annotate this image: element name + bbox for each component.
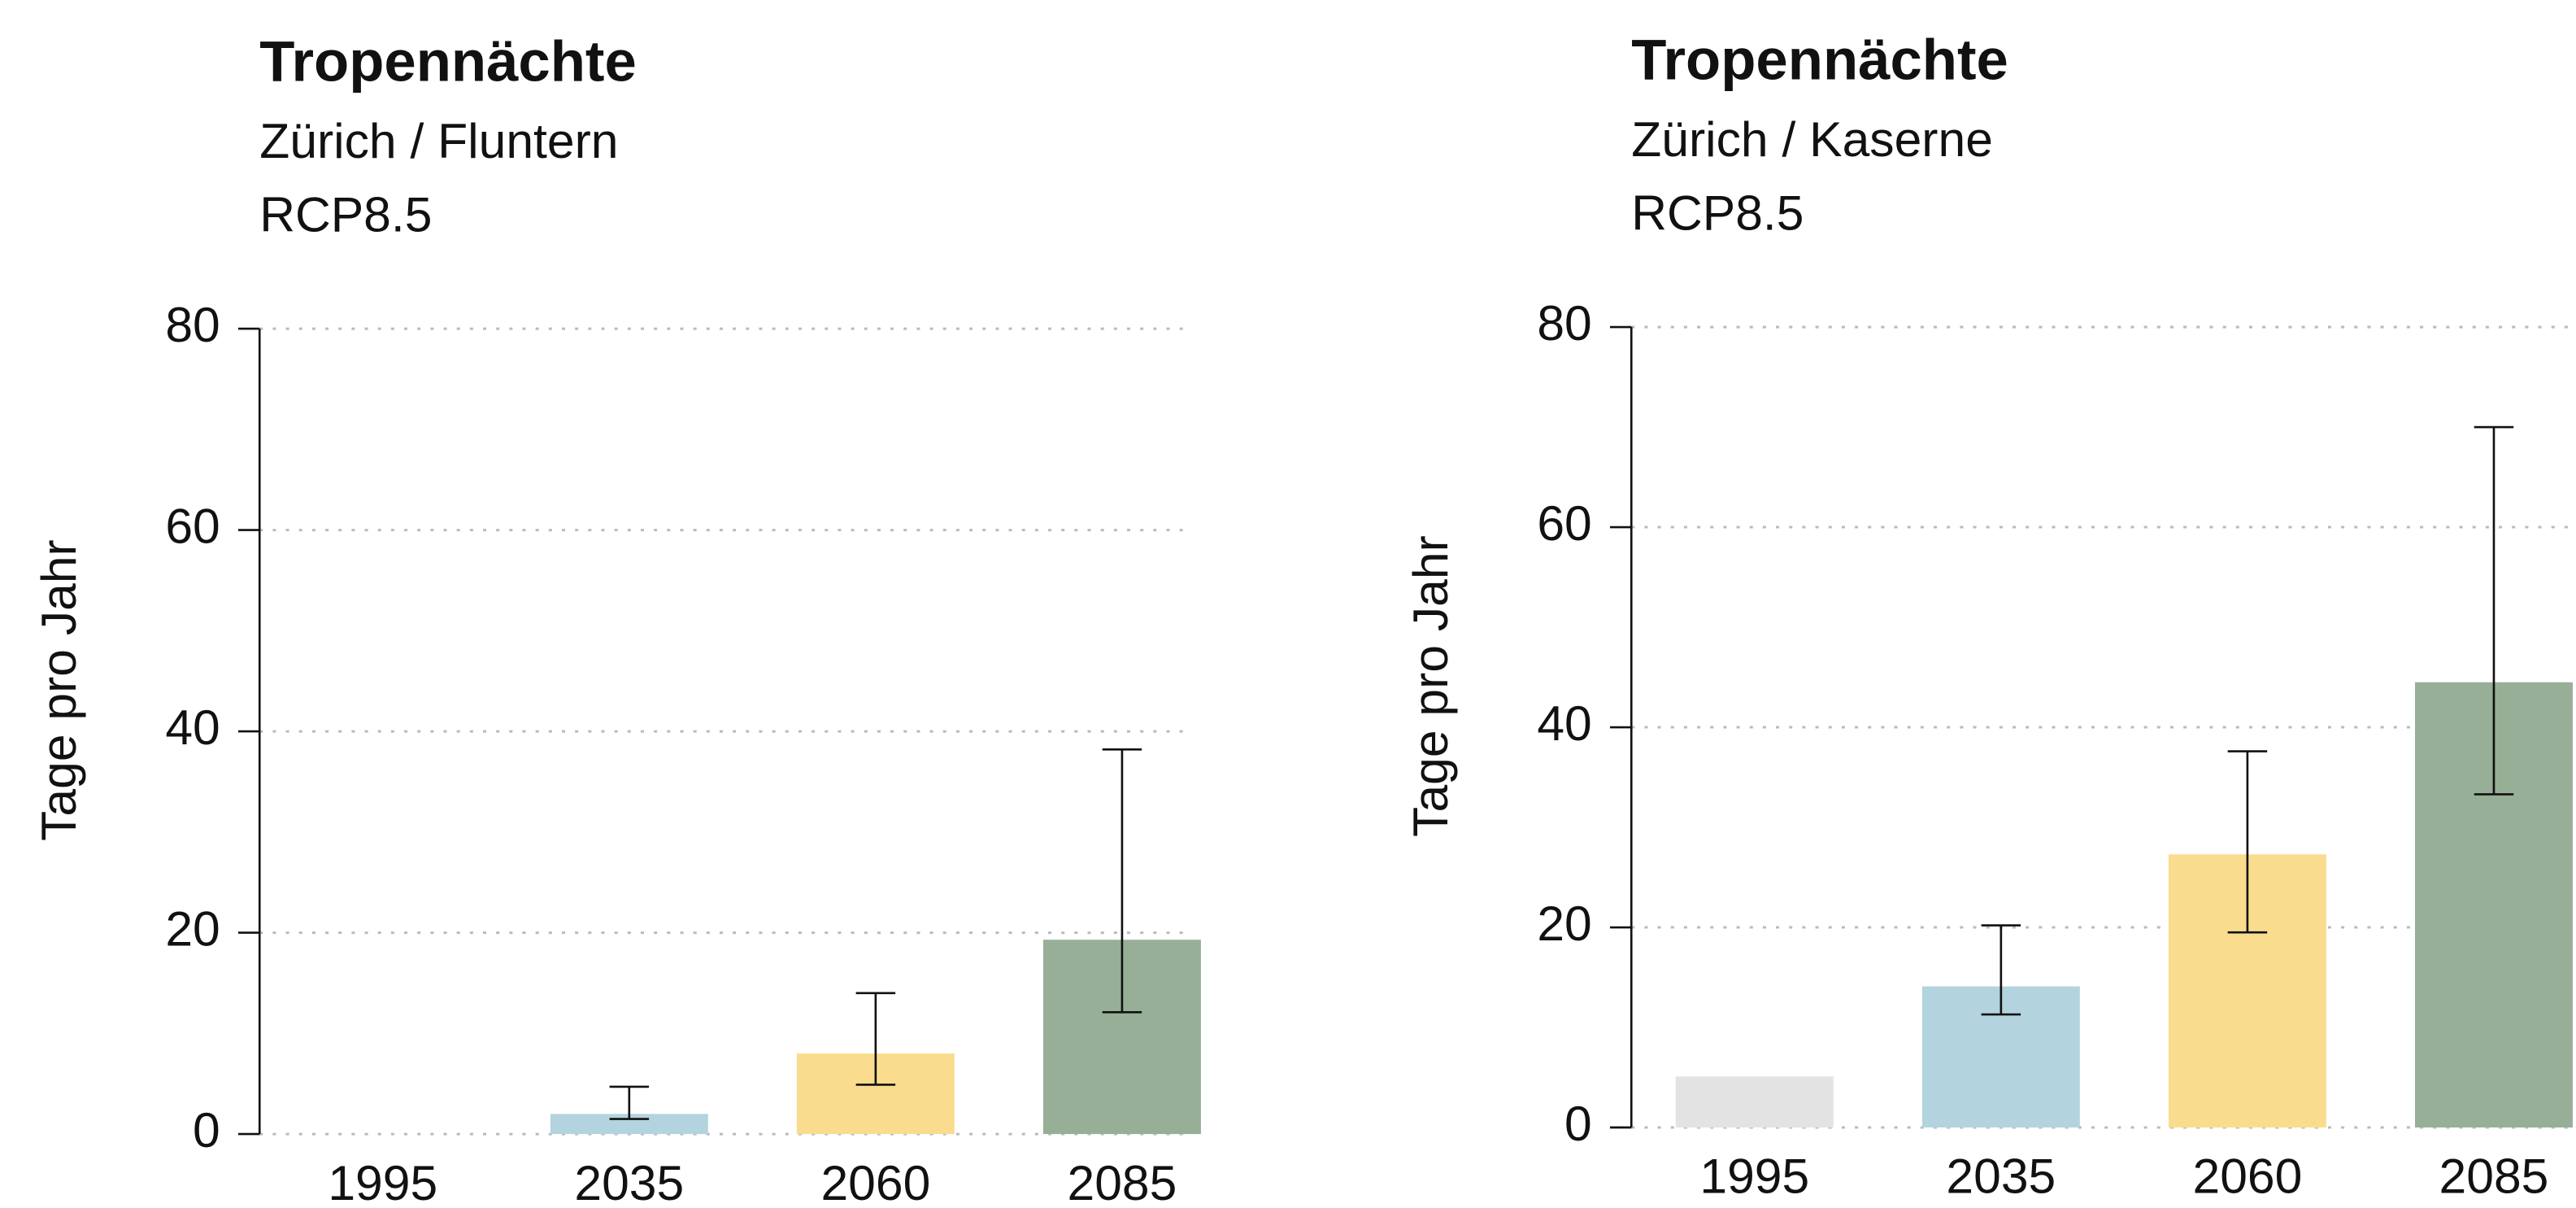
y-tick-label: 40 <box>1537 696 1591 751</box>
y-tick-label: 40 <box>165 700 220 755</box>
chart-title: Tropennächte <box>1631 27 2008 91</box>
chart-title: Tropennächte <box>259 28 637 93</box>
chart-subtitle: Zürich / Kaserne <box>1631 111 1993 167</box>
x-tick-label: 2085 <box>2439 1149 2549 1204</box>
y-tick-label: 0 <box>193 1102 220 1158</box>
x-tick-label: 2060 <box>820 1155 930 1208</box>
y-tick-label: 60 <box>165 499 220 554</box>
x-tick-label: 2060 <box>2192 1149 2302 1204</box>
y-axis-label: Tage pro Jahr <box>31 539 86 841</box>
scenario-label: RCP8.5 <box>259 187 432 242</box>
scenario-label: RCP8.5 <box>1631 185 1804 241</box>
y-tick-label: 80 <box>1537 295 1591 351</box>
y-tick-label: 60 <box>1537 495 1591 551</box>
y-tick-label: 0 <box>1564 1096 1592 1151</box>
chart-subtitle: Zürich / Fluntern <box>259 113 618 168</box>
x-tick-label: 1995 <box>328 1155 437 1208</box>
x-tick-label: 1995 <box>1699 1149 1809 1204</box>
bar <box>1675 1076 1834 1127</box>
y-tick-label: 80 <box>165 297 220 352</box>
x-tick-label: 2035 <box>574 1155 684 1208</box>
y-tick-label: 20 <box>1537 896 1591 951</box>
y-tick-label: 20 <box>165 901 220 957</box>
x-tick-label: 2085 <box>1068 1155 1177 1208</box>
x-tick-label: 2035 <box>1946 1149 2056 1204</box>
y-axis-label: Tage pro Jahr <box>1403 535 1458 837</box>
